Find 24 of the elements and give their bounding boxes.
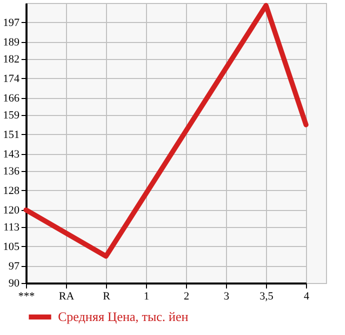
y-tick-label: 166 — [3, 92, 20, 104]
y-tick-label: 120 — [3, 204, 20, 216]
x-tick-label: RA — [58, 290, 74, 302]
x-tick-label: 4 — [304, 290, 310, 302]
x-tick-label: *** — [18, 290, 35, 302]
y-tick-label: 151 — [3, 128, 20, 141]
y-tick-label: 128 — [3, 184, 20, 197]
x-tick-label: R — [102, 290, 111, 302]
legend-label: Средняя Цена, тыс. йен — [58, 309, 188, 324]
y-tick-label: 113 — [3, 222, 20, 234]
y-tick-label: 97 — [8, 260, 20, 272]
x-tick-label: 1 — [144, 290, 150, 302]
y-tick-label: 197 — [3, 16, 20, 29]
y-tick-label: 105 — [3, 240, 20, 253]
y-tick-label: 174 — [3, 72, 20, 85]
x-tick-label: 3,5 — [260, 290, 274, 302]
x-tick-label: 2 — [184, 290, 190, 302]
y-tick-label: 143 — [3, 148, 20, 160]
y-tick-label: 90 — [8, 278, 20, 290]
y-tick-label: 136 — [3, 166, 20, 178]
y-tick-label: 182 — [3, 54, 20, 66]
x-tick-label: 3 — [224, 290, 230, 302]
y-tick-label: 159 — [3, 110, 20, 122]
y-tick-label: 189 — [3, 36, 20, 48]
